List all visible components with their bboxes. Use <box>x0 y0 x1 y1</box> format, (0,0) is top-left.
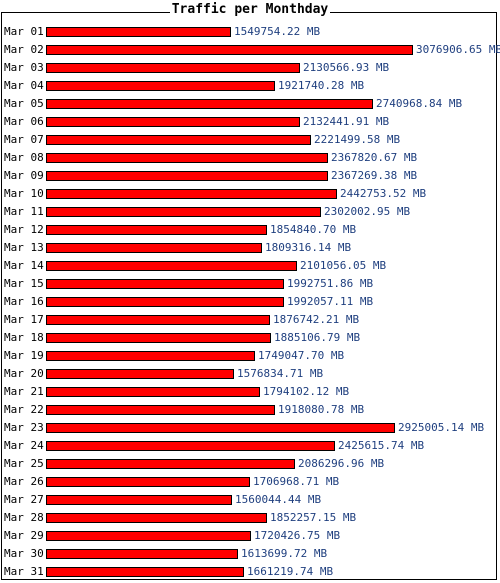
bar <box>46 171 328 181</box>
category-label: Mar 17 <box>4 313 44 326</box>
bar <box>46 225 267 235</box>
category-label: Mar 16 <box>4 295 44 308</box>
category-label: Mar 09 <box>4 169 44 182</box>
category-label: Mar 01 <box>4 25 44 38</box>
bar <box>46 459 295 469</box>
category-label: Mar 11 <box>4 205 44 218</box>
category-label: Mar 04 <box>4 79 44 92</box>
bar <box>46 441 335 451</box>
category-label: Mar 24 <box>4 439 44 452</box>
bar <box>46 369 234 379</box>
bar <box>46 477 250 487</box>
bar <box>46 279 284 289</box>
bar <box>46 63 300 73</box>
value-label: 1720426.75 MB <box>254 529 341 542</box>
bar <box>46 243 262 253</box>
bar <box>46 297 284 307</box>
value-label: 2367269.38 MB <box>331 169 418 182</box>
category-label: Mar 08 <box>4 151 44 164</box>
chart-title-wrap: Traffic per Monthday <box>0 2 500 17</box>
value-label: 1549754.22 MB <box>234 25 321 38</box>
category-label: Mar 18 <box>4 331 44 344</box>
category-label: Mar 21 <box>4 385 44 398</box>
category-label: Mar 12 <box>4 223 44 236</box>
bar <box>46 135 311 145</box>
bar <box>46 45 413 55</box>
category-label: Mar 23 <box>4 421 44 434</box>
category-label: Mar 05 <box>4 97 44 110</box>
category-label: Mar 31 <box>4 565 44 578</box>
bar <box>46 153 328 163</box>
value-label: 2925005.14 MB <box>398 421 485 434</box>
category-label: Mar 27 <box>4 493 44 506</box>
value-label: 1706968.71 MB <box>253 475 340 488</box>
value-label: 1576834.71 MB <box>237 367 324 380</box>
value-label: 1794102.12 MB <box>263 385 350 398</box>
bar <box>46 387 260 397</box>
category-label: Mar 28 <box>4 511 44 524</box>
value-label: 1992751.86 MB <box>287 277 374 290</box>
value-label: 2367820.67 MB <box>331 151 418 164</box>
value-label: 1613699.72 MB <box>241 547 328 560</box>
value-label: 1854840.70 MB <box>270 223 357 236</box>
value-label: 1876742.21 MB <box>273 313 360 326</box>
bar <box>46 351 255 361</box>
category-label: Mar 30 <box>4 547 44 560</box>
value-label: 1809316.14 MB <box>265 241 352 254</box>
category-label: Mar 03 <box>4 61 44 74</box>
value-label: 1918080.78 MB <box>278 403 365 416</box>
value-label: 2740968.84 MB <box>376 97 463 110</box>
bar <box>46 567 244 577</box>
category-label: Mar 19 <box>4 349 44 362</box>
category-label: Mar 02 <box>4 43 44 56</box>
bar <box>46 207 321 217</box>
bar <box>46 405 275 415</box>
bar <box>46 423 395 433</box>
bar <box>46 495 232 505</box>
value-label: 2442753.52 MB <box>340 187 427 200</box>
value-label: 2425615.74 MB <box>338 439 425 452</box>
value-label: 1661219.74 MB <box>247 565 334 578</box>
category-label: Mar 07 <box>4 133 44 146</box>
category-label: Mar 22 <box>4 403 44 416</box>
bar <box>46 81 275 91</box>
value-label: 1560044.44 MB <box>235 493 322 506</box>
category-label: Mar 13 <box>4 241 44 254</box>
category-label: Mar 26 <box>4 475 44 488</box>
value-label: 1749047.70 MB <box>258 349 345 362</box>
value-label: 2086296.96 MB <box>298 457 385 470</box>
category-label: Mar 25 <box>4 457 44 470</box>
category-label: Mar 20 <box>4 367 44 380</box>
value-label: 3076906.65 MB <box>416 43 500 56</box>
bar <box>46 531 251 541</box>
bar <box>46 513 267 523</box>
category-label: Mar 06 <box>4 115 44 128</box>
value-label: 1992057.11 MB <box>287 295 374 308</box>
bar <box>46 315 270 325</box>
value-label: 2101056.05 MB <box>300 259 387 272</box>
bar <box>46 189 337 199</box>
value-label: 2130566.93 MB <box>303 61 390 74</box>
bar <box>46 99 373 109</box>
category-label: Mar 29 <box>4 529 44 542</box>
category-label: Mar 14 <box>4 259 44 272</box>
value-label: 2132441.91 MB <box>303 115 390 128</box>
value-label: 2302002.95 MB <box>324 205 411 218</box>
chart-title: Traffic per Monthday <box>169 2 331 17</box>
category-label: Mar 10 <box>4 187 44 200</box>
bar <box>46 27 231 37</box>
value-label: 2221499.58 MB <box>314 133 401 146</box>
value-label: 1852257.15 MB <box>270 511 357 524</box>
category-label: Mar 15 <box>4 277 44 290</box>
bar <box>46 333 271 343</box>
value-label: 1885106.79 MB <box>274 331 361 344</box>
value-label: 1921740.28 MB <box>278 79 365 92</box>
bar <box>46 261 297 271</box>
bar <box>46 549 238 559</box>
bar <box>46 117 300 127</box>
